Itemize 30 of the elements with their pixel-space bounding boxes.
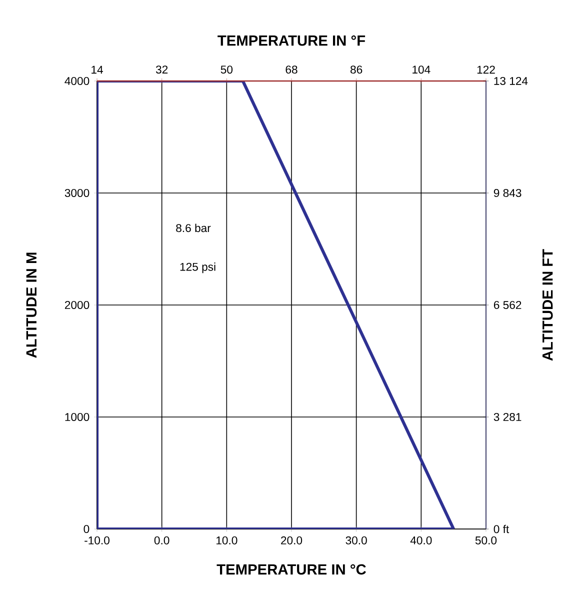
y2-tick-label: 9 843 xyxy=(494,188,522,198)
x2-tick-label: 122 xyxy=(477,66,495,74)
x2-tick-label: 14 xyxy=(92,66,103,74)
x2-tick-label: 86 xyxy=(350,66,362,74)
annotation: 125 psi xyxy=(180,262,216,274)
y2-axis-title: ALTITUDE IN FT xyxy=(542,249,553,361)
x-tick-label: 10.0 xyxy=(216,536,238,544)
x2-tick-label: 68 xyxy=(286,66,298,74)
x-axis-title: TEMPERATURE IN °C xyxy=(216,564,366,575)
y2-tick-label: 6 562 xyxy=(494,300,522,310)
x2-axis-title: TEMPERATURE IN °F xyxy=(218,35,366,46)
y-axis-title: ALTITUDE IN M xyxy=(26,252,37,358)
x2-tick-label: 50 xyxy=(220,66,233,74)
annotation: 8.6 bar xyxy=(176,224,211,232)
x2-tick-label: 104 xyxy=(412,66,430,74)
y2-tick-label: 3 281 xyxy=(494,412,522,422)
y-tick-label: 2000 xyxy=(64,300,90,310)
y-tick-label: 3000 xyxy=(64,188,90,198)
x-tick-label: 50.0 xyxy=(475,536,497,544)
x-tick-label: -10.0 xyxy=(84,536,110,544)
x2-tick-label: 32 xyxy=(156,66,168,74)
y-tick-label: 1000 xyxy=(65,412,90,422)
y-tick-label: 4000 xyxy=(64,76,90,86)
y2-tick-label: 0 ft xyxy=(494,524,510,534)
x-tick-label: 40.0 xyxy=(410,536,432,544)
x-tick-label: 0.0 xyxy=(154,536,170,544)
y2-tick-label: 13 124 xyxy=(494,76,528,86)
x-tick-label: 30.0 xyxy=(346,536,367,544)
x-tick-label: 20.0 xyxy=(281,536,302,544)
y-tick-label: 0 xyxy=(84,524,90,534)
